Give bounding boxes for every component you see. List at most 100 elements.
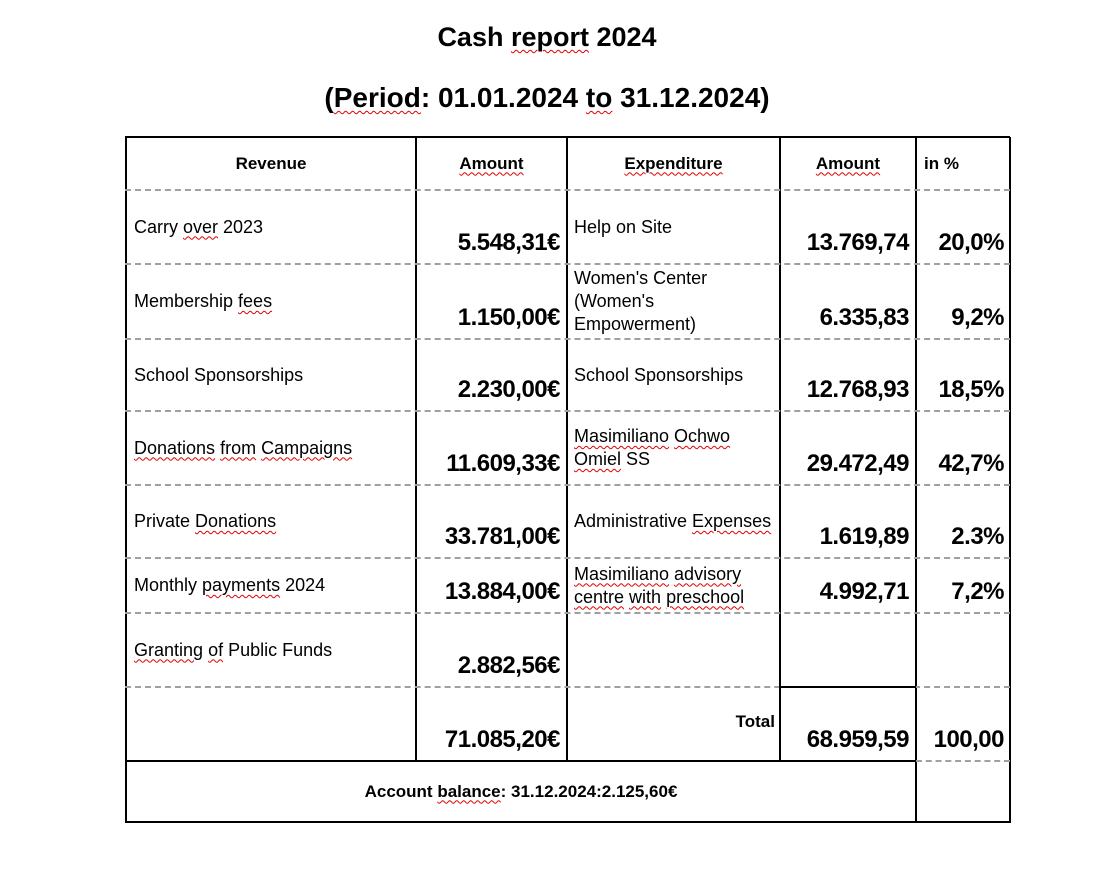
expenditure-percent-text: 9,2% bbox=[951, 304, 1004, 331]
text-segment: 2023 bbox=[218, 216, 264, 237]
spellcheck-flagged-word: Granting bbox=[134, 639, 204, 660]
expenditure-amount-text: 6.335,83 bbox=[819, 304, 910, 331]
expenditure-amount-text: 12.768,93 bbox=[806, 376, 910, 403]
revenue-label-text: Membership fees bbox=[134, 290, 272, 313]
total-revenue-amount-text: 71.085,20€ bbox=[444, 726, 561, 753]
total-expenditure-amount: 68.959,59 bbox=[781, 688, 915, 760]
revenue-label-text: Granting of Public Funds bbox=[134, 639, 332, 662]
text-segment: in % bbox=[924, 153, 959, 173]
expenditure-amount-text: 1.619,89 bbox=[819, 523, 910, 550]
table-border-vertical bbox=[415, 137, 417, 761]
expenditure-percent: 2.3% bbox=[917, 486, 1010, 557]
expenditure-label-text: Administrative Expenses bbox=[574, 510, 771, 533]
spellcheck-flagged-word: balance bbox=[437, 781, 501, 801]
text-segment: Private bbox=[134, 511, 196, 531]
expenditure-amount: 13.769,74 bbox=[781, 191, 915, 263]
expenditure-label: School Sponsorships bbox=[568, 340, 779, 410]
spellcheck-flagged-word: Amount bbox=[459, 153, 524, 173]
text-segment: 2024 bbox=[588, 22, 657, 52]
spellcheck-flagged-word: Expenses bbox=[692, 511, 772, 531]
spellcheck-flagged-word: payments bbox=[202, 575, 281, 595]
spellcheck-flagged-word: fees bbox=[238, 291, 273, 311]
total-percent-text: 100,00 bbox=[933, 726, 1005, 753]
revenue-label: School Sponsorships bbox=[127, 340, 415, 410]
text-segment: 31.12.2024) bbox=[612, 82, 770, 113]
table-border-top bbox=[125, 136, 1010, 138]
text-segment: SS bbox=[621, 449, 651, 469]
row-divider bbox=[125, 263, 1010, 265]
expenditure-amount: 1.619,89 bbox=[781, 486, 915, 557]
account-balance: Account balance: 31.12.2024:2.125,60€ bbox=[127, 762, 915, 821]
header-amount-text: Amount bbox=[816, 154, 880, 174]
spellcheck-flagged-word: Masimiliano bbox=[574, 563, 670, 584]
text-segment: Account bbox=[364, 781, 438, 801]
spellcheck-flagged-word: Donations bbox=[195, 511, 277, 531]
revenue-amount-text: 2.882,56€ bbox=[457, 652, 561, 679]
revenue-label: Donations from Campaigns bbox=[127, 412, 415, 484]
text-segment: School Sponsorships bbox=[134, 364, 304, 385]
text-segment: : 31.12.2024:2.125,60€ bbox=[500, 781, 678, 801]
revenue-amount-text: 33.781,00€ bbox=[444, 523, 561, 550]
text-segment: ( bbox=[324, 82, 334, 113]
table-border-vertical bbox=[779, 137, 781, 761]
header-revenue-text: Revenue bbox=[236, 154, 307, 174]
text-segment: Administrative bbox=[574, 511, 693, 531]
spellcheck-flagged-word: Amount bbox=[815, 153, 881, 173]
expenditure-label: Masimiliano advisory centre with prescho… bbox=[568, 559, 779, 612]
revenue-amount: 13.884,00€ bbox=[417, 559, 566, 612]
header-amount: Amount bbox=[417, 138, 566, 189]
row-divider bbox=[125, 557, 1010, 559]
expenditure-amount-text: 4.992,71 bbox=[819, 578, 910, 605]
spellcheck-flagged-word: Donations bbox=[134, 437, 216, 458]
row-divider bbox=[125, 338, 1010, 340]
expenditure-label-text: Masimiliano advisory centre with prescho… bbox=[574, 563, 775, 609]
expenditure-percent: 20,0% bbox=[917, 191, 1010, 263]
spellcheck-flagged-word: centre bbox=[574, 586, 625, 607]
text-segment: : 01.01.2024 bbox=[420, 82, 586, 113]
account-balance-text: Account balance: 31.12.2024:2.125,60€ bbox=[365, 782, 678, 802]
row-divider bbox=[125, 189, 1010, 191]
revenue-label-text: Donations from Campaigns bbox=[134, 437, 352, 460]
expenditure-amount: 6.335,83 bbox=[781, 265, 915, 338]
revenue-label-text: Carry over 2023 bbox=[134, 216, 263, 239]
expenditure-amount-text: 29.472,49 bbox=[806, 450, 910, 477]
text-segment: 2024 bbox=[280, 575, 326, 595]
revenue-amount-text: 5.548,31€ bbox=[457, 229, 561, 256]
spellcheck-flagged-word: Masimiliano bbox=[574, 426, 670, 446]
total-expenditure-amount-text: 68.959,59 bbox=[806, 726, 910, 753]
expenditure-label-text: Masimiliano Ochwo Omiel SS bbox=[574, 425, 775, 471]
row-divider bbox=[125, 686, 1010, 688]
expenditure-amount-text: 13.769,74 bbox=[806, 229, 910, 256]
revenue-amount: 33.781,00€ bbox=[417, 486, 566, 557]
revenue-amount: 2.230,00€ bbox=[417, 340, 566, 410]
table-border-vertical bbox=[566, 137, 568, 761]
expenditure-percent-text: 42,7% bbox=[938, 450, 1004, 477]
revenue-label-text: Private Donations bbox=[134, 510, 276, 533]
spellcheck-flagged-word: Ochwo bbox=[674, 426, 731, 446]
expenditure-percent: 9,2% bbox=[917, 265, 1010, 338]
spellcheck-flagged-word: with bbox=[629, 586, 662, 607]
expenditure-label: Women's Center (Women's Empowerment) bbox=[568, 265, 779, 338]
row-divider bbox=[125, 612, 1010, 614]
header-percent: in % bbox=[917, 138, 1010, 189]
expenditure-percent: 7,2% bbox=[917, 559, 1010, 612]
revenue-label: Granting of Public Funds bbox=[127, 614, 415, 686]
header-percent-text: in % bbox=[924, 154, 959, 174]
revenue-amount: 5.548,31€ bbox=[417, 191, 566, 263]
balance-border-top bbox=[125, 760, 916, 762]
report-title: Cash report 2024 bbox=[0, 22, 1094, 53]
text-segment: Cash bbox=[437, 22, 511, 52]
spellcheck-flagged-word: Expenditure bbox=[624, 153, 723, 173]
row-divider bbox=[916, 760, 1010, 762]
revenue-label-text: Monthly payments 2024 bbox=[134, 574, 325, 597]
spellcheck-flagged-word: preschool bbox=[666, 586, 745, 607]
header-expenditure: Expenditure bbox=[568, 138, 779, 189]
revenue-label: Carry over 2023 bbox=[127, 191, 415, 263]
table-border-vertical bbox=[915, 137, 917, 822]
spellcheck-flagged-word: Period bbox=[333, 82, 421, 113]
expenditure-percent-text: 7,2% bbox=[951, 578, 1004, 605]
header-expenditure-text: Expenditure bbox=[624, 154, 722, 174]
expenditure-label-text: Help on Site bbox=[574, 216, 672, 239]
expenditure-label: Administrative Expenses bbox=[568, 486, 779, 557]
spellcheck-flagged-word: report bbox=[510, 22, 589, 52]
